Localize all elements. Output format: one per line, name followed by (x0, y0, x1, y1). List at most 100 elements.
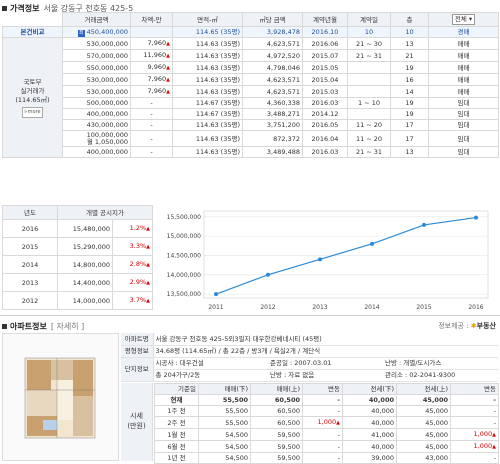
compare-unit-price: 3,928,478 (242, 26, 303, 38)
gongsi-change-pct: 1.2% (129, 224, 147, 232)
tx-contract-day (347, 73, 391, 86)
mp-jeonse-low: 40,000 (342, 394, 397, 406)
mp-sale-change: - (302, 405, 343, 417)
tx-contract-ym: 2016.05 (302, 119, 348, 131)
apt-info-table: 아파트명 서울 강동구 천호동 425-5외3필지 대우한강베네시티 (45평)… (121, 333, 499, 382)
mp-sale-change: - (302, 440, 343, 453)
tx-diff: 7,960▲ (130, 37, 173, 50)
market-price-row: 6월 전 54,500 59,500-40,000 45,000 1,000▲ (154, 440, 499, 453)
tx-unit-price: 3,751,200 (242, 119, 303, 131)
gongsi-header-year: 년도 (2, 205, 58, 220)
market-price-row: 1주 전 55,500 60,500-40,000 45,000- (154, 405, 499, 417)
price-section-title: 가격정보 서울 강동구 천호동 425-5 (2, 3, 133, 14)
compare-label: 본건비교 (2, 26, 63, 38)
transaction-row: 550,000,000 9,960▲ 114.63 (35평) 4,798,046 20… (3, 61, 499, 74)
plot-area (203, 210, 489, 299)
mp-sale-change: - (302, 452, 343, 464)
tx-area: 114.63 (35평) (172, 61, 243, 74)
price-table-header: 거래금액 차액-만 면적-㎡ ㎡당 금액 계약년월 계약일 층 전체 ▾ (2, 12, 499, 27)
gongsi-value: 15,290,000 (57, 237, 113, 256)
tx-area: 114.63 (35평) (172, 73, 243, 86)
market-label-text: 시세 (130, 412, 143, 420)
mp-date: 1년 전 (154, 452, 199, 464)
apt-built-date: 준공일 : 2007.03.01 (268, 357, 383, 370)
apt-plan-label: 평형정보 (121, 345, 154, 358)
tx-diff-value: - (150, 134, 153, 143)
tx-deposit: 100,000,000 (86, 130, 128, 139)
tx-diff-value: 7,960 (147, 87, 167, 95)
tx-diff-value: - (150, 110, 153, 118)
y-tick-label: 15,000,000 (167, 233, 202, 240)
apt-complex-row-2: 총 204가구/2동 난방 : 자료 없음 관리소 : 02-2041-9300 (121, 369, 499, 382)
tx-contract-ym: 2014.12 (302, 108, 348, 120)
provider-info: 정보제공 : ✱부동산 (438, 321, 496, 331)
gongsi-row: 2016 15,480,000 1.2%▲ (2, 219, 154, 238)
header-diff: 차액-만 (130, 12, 173, 27)
area-label: (114.65㎡) (15, 95, 50, 104)
header-contract-day: 계약일 (347, 12, 391, 27)
mp-jeonse-change: 1,000▲ (450, 440, 499, 453)
mp-jeonse-change: - (450, 416, 499, 429)
tx-area: 114.67 (35평) (172, 97, 243, 109)
chevron-down-icon: ▾ (468, 15, 473, 23)
provider-name[interactable]: 부동산 (476, 322, 496, 330)
mp-sale-low: 55,500 (198, 416, 251, 429)
tx-contract-ym: 2015.03 (302, 85, 348, 98)
transaction-row: 100,000,000 월 1,050,000 - 114.63 (35평) 872,3… (3, 130, 499, 147)
tx-area: 114.63 (35평) (172, 146, 243, 158)
header-contract-ym: 계약년월 (302, 12, 348, 27)
mp-header-date: 기준일 (154, 383, 199, 395)
mp-jeonse-low: 40,000 (342, 405, 397, 417)
mp-jeonse-change: - (450, 452, 499, 464)
mp-jeonse-high: 45,000 (396, 440, 451, 453)
x-tick-label: 2013 (312, 304, 327, 311)
tx-area: 114.63 (35평) (172, 49, 243, 62)
tx-price: 430,000,000 (62, 119, 131, 131)
tx-type: 매매 (428, 61, 499, 74)
mp-sale-low: 55,500 (198, 405, 251, 417)
tx-diff-value: - (150, 121, 153, 129)
tx-unit-price: 4,623,571 (242, 73, 303, 86)
mp-sale-low: 54,500 (198, 452, 251, 464)
tx-unit-price: 872,372 (242, 130, 303, 147)
tx-floor: 19 (390, 108, 429, 120)
mp-jeonse-low: 40,000 (342, 416, 397, 429)
transaction-row: 국토부 실거래가 (114.65㎡) i-more 530,000,000 7,960▲ 1… (2, 37, 499, 158)
increase-arrow-icon: ▲ (146, 226, 151, 232)
tx-diff-value: 7,960 (147, 75, 167, 83)
tx-price: 530,000,000 (62, 73, 131, 86)
market-label: 시세 (만원) (121, 383, 153, 461)
mp-jeonse-high: 45,000 (396, 428, 451, 441)
apt-office-phone: 관리소 : 02-2041-9300 (383, 369, 499, 382)
gongsi-value: 15,480,000 (57, 219, 113, 238)
section-divider (0, 315, 500, 316)
tx-unit-price: 4,623,571 (242, 37, 303, 50)
increase-arrow-icon: ▲ (166, 89, 170, 95)
mp-header-sale-high: 매매(上) (250, 383, 303, 395)
tx-price: 530,000,000 (62, 37, 131, 50)
type-filter-select[interactable]: 전체 ▾ (451, 14, 476, 25)
tx-type: 매매 (428, 49, 499, 62)
more-button[interactable]: i-more (22, 106, 43, 118)
compare-price-cell: 최 450,400,000 (62, 26, 131, 38)
compare-day: 10 (347, 26, 391, 38)
tx-diff-value: - (150, 99, 153, 107)
gongsi-change: 3.3%▲ (111, 237, 154, 256)
compare-area: 114.65 (35평) (172, 26, 243, 38)
gongsi-line-chart: 15,500,000 15,000,000 14,500,000 14,000,000… (167, 210, 489, 311)
floor-plan-image[interactable] (2, 333, 119, 461)
market-price-header: 기준일 매매(下) 매매(上) 변동 전세(下) 전세(上) 변동 (154, 383, 499, 395)
gongsi-change-pct: 2.8% (129, 260, 147, 268)
compare-ym: 2016.10 (302, 26, 348, 38)
header-unit-price: ㎡당 금액 (242, 12, 303, 27)
x-tick-label: 2016 (468, 304, 483, 311)
apt-detail-link[interactable]: [ 자세히 ] (50, 322, 85, 331)
price-address: 서울 강동구 천호동 425-5 (43, 4, 134, 13)
data-point (214, 292, 218, 297)
tx-floor: 19 (390, 97, 429, 109)
tx-contract-day: 1 ~ 10 (347, 97, 391, 109)
tx-floor: 17 (390, 119, 429, 131)
market-price-row: 1년 전 54,500 59,500-39,000 43,000- (154, 452, 499, 464)
mp-date: 1주 전 (154, 405, 199, 417)
mp-sale-change: - (302, 428, 343, 441)
